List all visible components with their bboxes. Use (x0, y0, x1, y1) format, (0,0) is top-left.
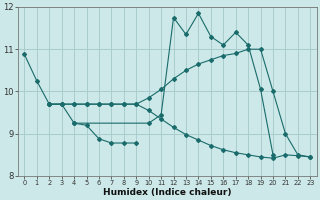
X-axis label: Humidex (Indice chaleur): Humidex (Indice chaleur) (103, 188, 232, 197)
